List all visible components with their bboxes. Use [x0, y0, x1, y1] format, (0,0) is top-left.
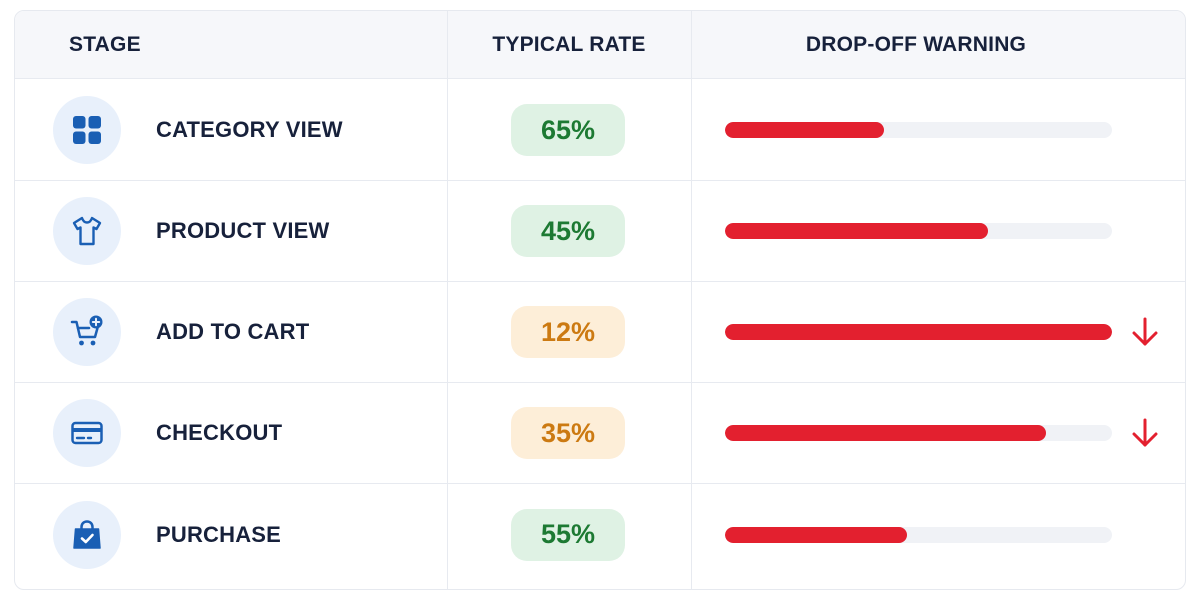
- table-header: STAGE TYPICAL RATE DROP-OFF WARNING: [15, 11, 1185, 79]
- dropoff-bar-fill: [725, 122, 884, 138]
- dropoff-bar: [725, 122, 1112, 138]
- funnel-table: STAGE TYPICAL RATE DROP-OFF WARNING CATE…: [14, 10, 1186, 590]
- column-divider: [447, 11, 448, 589]
- dropoff-bar: [725, 223, 1112, 239]
- table-row[interactable]: PRODUCT VIEW 45%: [15, 181, 1185, 282]
- table-row[interactable]: CHECKOUT 35%: [15, 383, 1185, 484]
- column-divider: [691, 11, 692, 589]
- dropoff-bar-fill: [725, 324, 1112, 340]
- stage-label: CHECKOUT: [156, 420, 283, 445]
- grid-icon: [53, 96, 121, 164]
- tshirt-icon: [53, 197, 121, 265]
- stage-label: ADD TO CART: [156, 319, 310, 344]
- rate-badge: 12%: [511, 306, 625, 358]
- stage-label: PRODUCT VIEW: [156, 218, 330, 243]
- dropoff-bar: [725, 425, 1112, 441]
- header-stage: STAGE: [69, 33, 141, 56]
- shopping-bag-check-icon: [53, 500, 121, 569]
- dropoff-bar-fill: [725, 223, 989, 239]
- header-typical-rate: TYPICAL RATE: [492, 33, 646, 56]
- stage-label: CATEGORY VIEW: [156, 117, 343, 142]
- table-row[interactable]: CATEGORY VIEW 65%: [15, 80, 1185, 181]
- header-dropoff-warning: DROP-OFF WARNING: [805, 33, 1027, 56]
- rate-badge: 35%: [511, 407, 625, 459]
- dropoff-bar-fill: [725, 526, 907, 543]
- table-row[interactable]: ADD TO CART 12%: [15, 282, 1185, 383]
- arrow-down-icon: [1132, 418, 1158, 447]
- dropoff-bar: [725, 324, 1112, 340]
- credit-card-icon: [53, 399, 121, 467]
- dropoff-bar-fill: [725, 425, 1047, 441]
- rate-badge: 45%: [511, 205, 625, 257]
- stage-label: PURCHASE: [156, 521, 282, 547]
- rate-badge: 55%: [511, 508, 625, 561]
- dropoff-bar: [725, 526, 1112, 543]
- cart-plus-icon: [53, 298, 121, 366]
- table-row[interactable]: PURCHASE 55%: [15, 484, 1185, 585]
- arrow-down-icon: [1132, 317, 1158, 346]
- rate-badge: 65%: [511, 104, 625, 156]
